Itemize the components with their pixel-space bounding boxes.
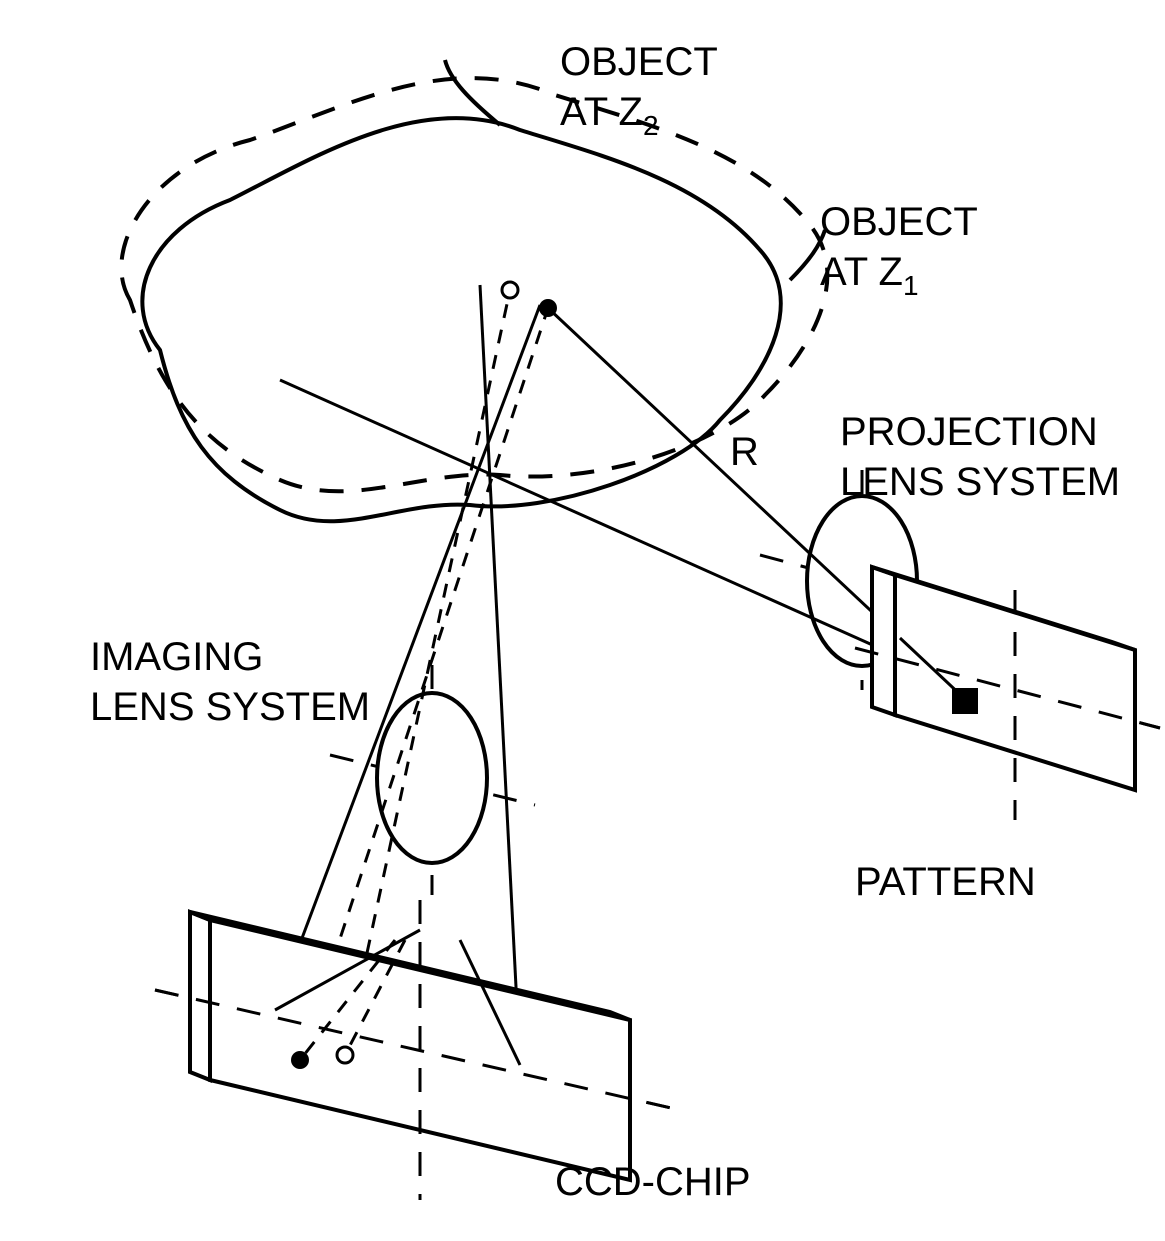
label-object-z2-text: AT Z2: [560, 90, 659, 141]
point-object-solid: [539, 299, 557, 317]
pattern-mark: [952, 688, 978, 714]
object-outline-z2: [121, 78, 827, 491]
point-object-hollow: [502, 282, 518, 298]
label-pattern: PATTERN: [855, 860, 1036, 904]
point-ccd-hollow: [337, 1047, 353, 1063]
label-object-z2-text: OBJECT: [560, 40, 718, 84]
label-imaging-text: LENS SYSTEM: [90, 685, 370, 729]
point-ccd-solid: [291, 1051, 309, 1069]
label-object-z1-text: OBJECT: [820, 200, 978, 244]
label-projection-text: LENS SYSTEM: [840, 460, 1120, 504]
diagram-canvas: OBJECT AT Z2 OBJECT AT Z1 R PROJECTION LENS SY…: [0, 0, 1165, 1241]
pattern-plate-side: [872, 567, 895, 715]
label-ccd: CCD-CHIP: [555, 1160, 751, 1204]
leader-z2: [445, 60, 500, 125]
label-object-z1-text: AT Z1: [820, 250, 919, 301]
ray-img_to_obj_right: [480, 285, 520, 1065]
label-R: R: [730, 430, 759, 474]
ccd-plate-side: [190, 912, 210, 1080]
label-imaging-text: IMAGING: [90, 635, 263, 679]
label-projection-text: PROJECTION: [840, 410, 1098, 454]
